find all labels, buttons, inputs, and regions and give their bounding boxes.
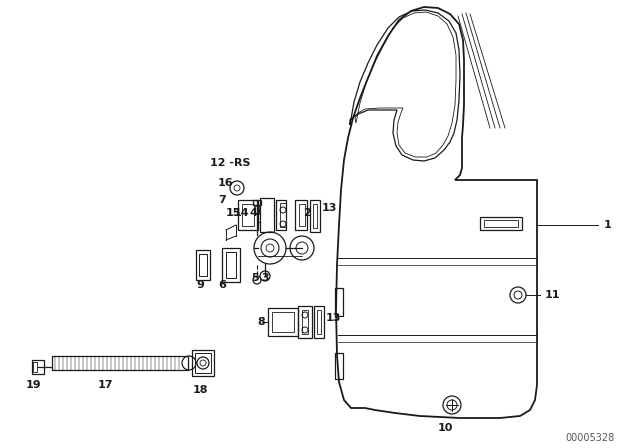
- Bar: [192, 350, 214, 376]
- Text: 12 -RS: 12 -RS: [210, 158, 250, 168]
- Text: 16: 16: [218, 178, 234, 188]
- Bar: [313, 204, 317, 228]
- Text: 13: 13: [326, 313, 341, 323]
- Text: 18: 18: [193, 385, 209, 395]
- Bar: [238, 200, 258, 230]
- Bar: [298, 306, 312, 338]
- Text: 15: 15: [226, 208, 241, 218]
- Bar: [295, 200, 307, 230]
- Bar: [317, 310, 321, 334]
- Bar: [272, 312, 294, 332]
- Bar: [299, 204, 305, 226]
- Bar: [32, 360, 44, 374]
- Text: 3: 3: [261, 273, 269, 283]
- Bar: [196, 250, 210, 280]
- Text: 00005328: 00005328: [566, 433, 615, 443]
- Text: 6: 6: [218, 280, 226, 290]
- Bar: [253, 200, 261, 205]
- Bar: [335, 288, 343, 316]
- Text: 5: 5: [251, 273, 259, 283]
- Text: 2: 2: [303, 208, 311, 218]
- Bar: [195, 353, 211, 373]
- Text: 19: 19: [26, 380, 42, 390]
- Text: 11: 11: [545, 290, 561, 300]
- Bar: [280, 203, 286, 227]
- Text: 4: 4: [249, 208, 257, 218]
- Bar: [255, 206, 259, 214]
- Bar: [242, 204, 254, 226]
- Text: 1: 1: [604, 220, 612, 230]
- Bar: [276, 200, 286, 230]
- Bar: [52, 356, 188, 370]
- Bar: [310, 200, 320, 232]
- Bar: [33, 362, 37, 372]
- Bar: [335, 353, 343, 379]
- Text: 14: 14: [234, 208, 250, 218]
- Bar: [302, 310, 308, 334]
- Text: 7: 7: [218, 195, 226, 205]
- Bar: [222, 248, 240, 282]
- Text: 13: 13: [322, 203, 337, 213]
- Bar: [260, 198, 274, 232]
- Bar: [314, 306, 324, 338]
- Text: 9: 9: [196, 280, 204, 290]
- Text: 8: 8: [257, 317, 265, 327]
- Bar: [484, 220, 518, 227]
- Bar: [199, 254, 207, 276]
- Bar: [226, 252, 236, 278]
- Text: 10: 10: [438, 423, 453, 433]
- Bar: [480, 217, 522, 230]
- Bar: [268, 308, 298, 336]
- Text: 17: 17: [98, 380, 113, 390]
